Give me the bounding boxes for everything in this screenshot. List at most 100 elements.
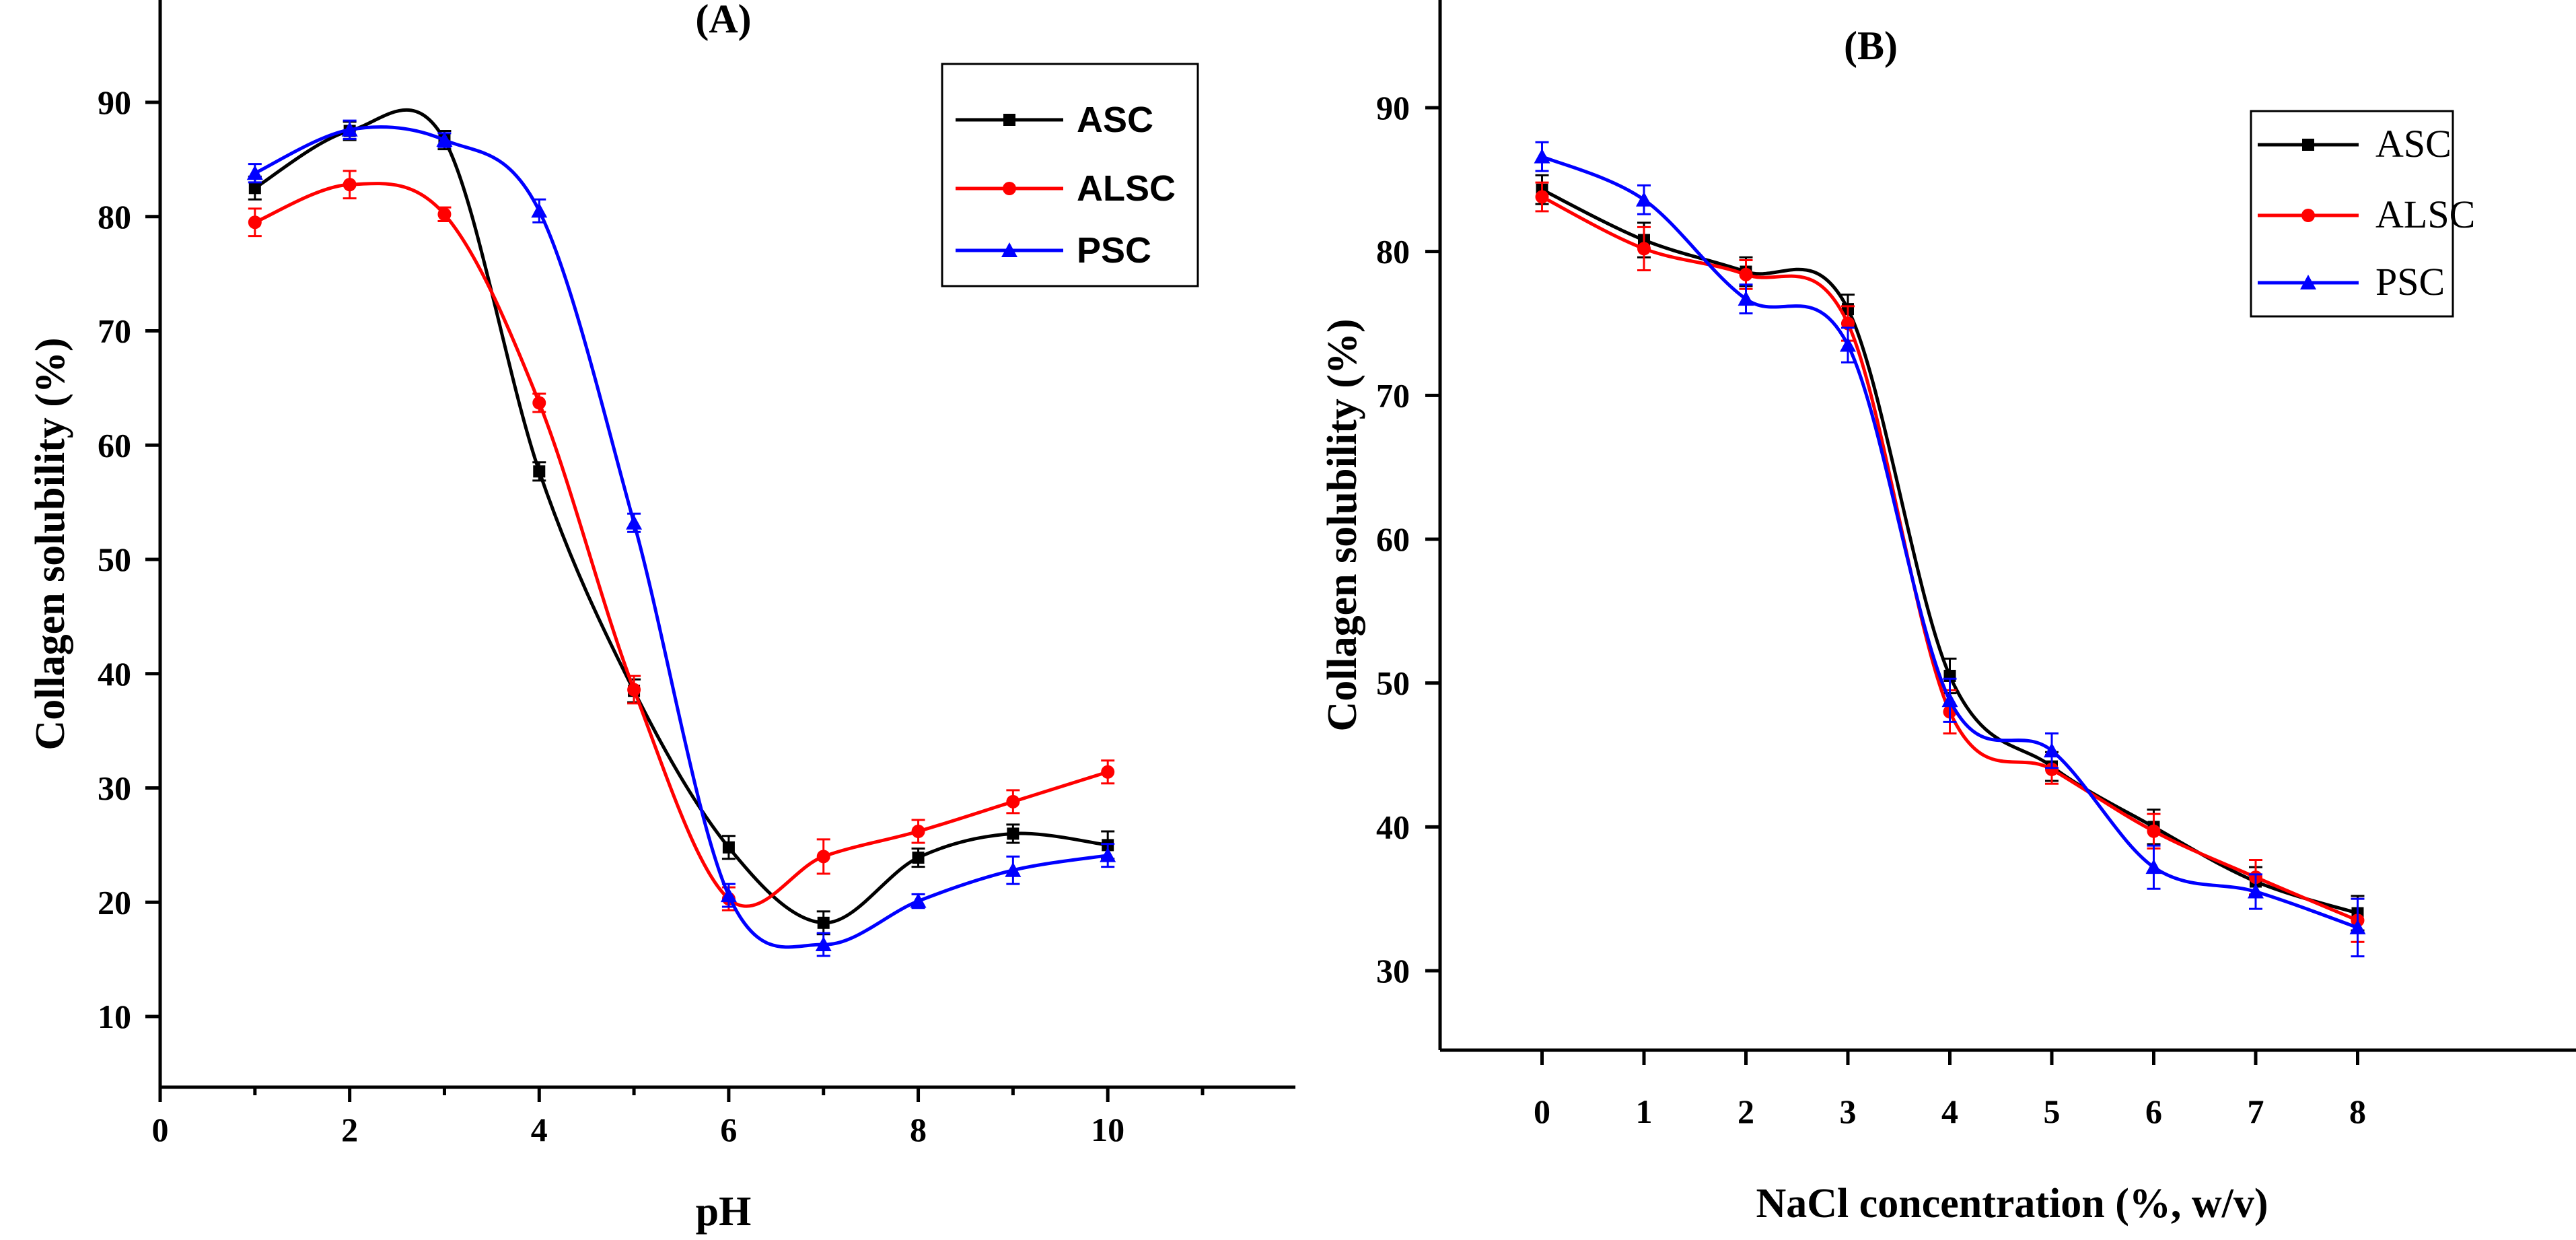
y-tick-label: 80 [98, 198, 131, 236]
data-point-psc [626, 514, 643, 530]
data-point-alsc [2045, 762, 2059, 776]
panel-b-y-ticks: 30 40 50 60 70 80 90 [1376, 89, 1440, 990]
y-tick-label: 80 [1376, 233, 1410, 271]
y-tick-label: 50 [98, 541, 131, 578]
data-point-psc [341, 121, 358, 137]
data-point-psc [815, 936, 832, 952]
data-point-psc [246, 165, 263, 180]
panel-a-series [246, 108, 1116, 957]
data-point-psc [1840, 337, 1856, 352]
data-point-psc [910, 893, 927, 908]
x-tick-label: 8 [910, 1111, 927, 1148]
y-tick-label: 70 [1376, 376, 1410, 414]
panel-a-legend: ASC ALSC PSC [941, 63, 1199, 287]
data-point-alsc [1006, 794, 1020, 808]
data-point-psc [1738, 291, 1754, 306]
data-point-alsc [437, 207, 452, 221]
x-tick-label: 1 [1636, 1093, 1653, 1130]
panel-a-y-ticks: 10 20 30 40 50 60 70 80 90 [98, 83, 160, 1035]
panel-b-legend-asc-marker [2302, 139, 2314, 151]
data-point-psc [1100, 847, 1116, 862]
y-tick-label: 30 [98, 769, 131, 807]
data-point-alsc [532, 396, 546, 410]
data-point-asc [912, 852, 925, 864]
series-line-alsc [254, 182, 1108, 908]
panel-b-legend-psc-marker [2300, 275, 2316, 289]
data-point-asc [817, 916, 830, 929]
data-point-alsc [343, 178, 357, 192]
data-point-psc [1005, 862, 1022, 877]
data-point-asc [248, 182, 261, 195]
data-point-alsc [627, 683, 641, 697]
panel-a-legend-asc-marker [1003, 114, 1015, 126]
series-line-psc [254, 125, 1108, 949]
data-point-psc [1534, 148, 1550, 164]
x-tick-label: 7 [2248, 1093, 2264, 1130]
panel-b-legend-psc-label: PSC [2375, 260, 2445, 304]
panel-a-x-title: pH [696, 1189, 752, 1235]
x-tick-label: 6 [720, 1111, 737, 1148]
data-point-psc [531, 203, 548, 218]
x-tick-label: 2 [1738, 1093, 1754, 1130]
panel-b-legend-asc-label: ASC [2375, 122, 2452, 166]
y-tick-label: 60 [1376, 520, 1410, 558]
data-point-psc [720, 887, 737, 903]
panel-a-legend-alsc-marker [1003, 182, 1016, 195]
x-tick-label: 10 [1091, 1111, 1124, 1148]
data-point-alsc [1535, 190, 1549, 204]
panel-b-x-ticks: 0 1 2 3 4 5 6 7 8 [1534, 1050, 2366, 1130]
data-point-alsc [816, 850, 830, 864]
y-tick-label: 10 [98, 998, 131, 1035]
x-tick-label: 4 [531, 1111, 548, 1148]
y-tick-label: 30 [1376, 952, 1410, 990]
data-point-asc [1007, 827, 1019, 840]
data-point-alsc [2147, 824, 2161, 838]
data-point-psc [2044, 743, 2060, 758]
y-tick-label: 70 [98, 312, 131, 350]
panel-b-chart: (B) 0 1 2 3 4 5 6 7 8 30 40 50 60 70 80 90 NaCl concen… [1320, 0, 2576, 1227]
panel-b-series [1534, 141, 2366, 958]
panel-b-x-title: NaCl concentration (%, w/v) [1756, 1181, 2268, 1227]
series-line-psc [1541, 155, 2359, 930]
series-asc [1535, 174, 2365, 932]
panel-a-x-ticks: 0 2 4 6 8 10 [152, 1087, 1205, 1148]
data-point-asc [533, 465, 546, 478]
data-point-alsc [1101, 765, 1115, 779]
y-tick-label: 90 [98, 83, 131, 121]
data-point-asc [722, 841, 735, 854]
data-point-psc [1941, 692, 1958, 708]
panel-b-legend-alsc-label: ALSC [2375, 193, 2475, 236]
panel-b-legend: ASC ALSC PSC [2250, 110, 2475, 318]
panel-b-label: (B) [1844, 24, 1898, 68]
series-line-alsc [1541, 195, 2359, 922]
panel-a-label: (A) [695, 0, 751, 41]
x-tick-label: 0 [1534, 1093, 1550, 1130]
series-psc [246, 119, 1116, 957]
panel-a-legend-asc-label: ASC [1077, 100, 1153, 140]
x-tick-label: 5 [2044, 1093, 2061, 1130]
data-point-psc [2145, 859, 2162, 874]
y-tick-label: 20 [98, 883, 131, 921]
series-psc [1534, 141, 2366, 958]
x-tick-label: 2 [341, 1111, 358, 1148]
y-tick-label: 90 [1376, 89, 1410, 127]
x-tick-label: 6 [2145, 1093, 2162, 1130]
series-alsc [1535, 181, 2365, 943]
data-point-alsc [248, 215, 262, 230]
data-point-psc [2349, 919, 2366, 934]
y-tick-label: 50 [1376, 664, 1410, 702]
panel-b-y-title: Collagen solubility (%) [1320, 318, 1365, 731]
panel-a-legend-psc-label: PSC [1077, 230, 1151, 271]
panel-a-chart: (A) 0 2 4 6 8 10 10 20 30 40 50 60 70 80 90 pH Collag… [28, 0, 1295, 1235]
series-alsc [248, 170, 1115, 911]
data-point-alsc [1637, 242, 1651, 256]
series-line-asc [1541, 188, 2359, 915]
data-point-psc [2248, 883, 2264, 899]
x-tick-label: 0 [152, 1111, 169, 1148]
y-tick-label: 40 [1376, 808, 1410, 846]
panel-b-legend-alsc-marker [2301, 209, 2315, 222]
panel-a-legend-alsc-label: ALSC [1077, 168, 1176, 209]
y-tick-label: 60 [98, 426, 131, 464]
panel-a-y-title: Collagen solubility (%) [28, 337, 73, 750]
